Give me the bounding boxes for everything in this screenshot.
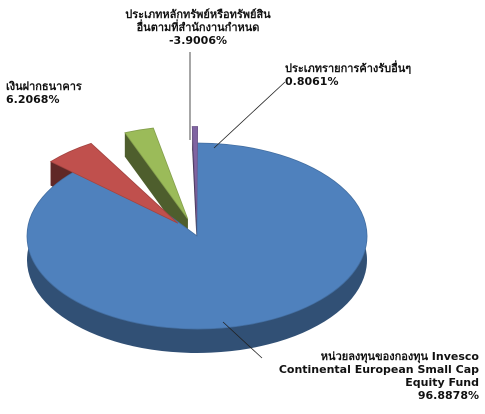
slice-label-value: 96.8878% (417, 389, 479, 402)
label-invesco-fund: หน่วยลงทุนของกองทุน Invesco Continental … (235, 350, 479, 402)
slice-label-name: ประเภทหลักทรัพย์หรือทรัพย์สิน (125, 8, 271, 21)
slice-label-name: ประเภทรายการค้างรับอื่นๆ (285, 62, 412, 75)
leader-lines (189, 52, 286, 359)
leader-line-invesco-fund (222, 321, 263, 359)
slice-label-name: อื่นตามที่สำนักงานกำหนด (136, 21, 260, 34)
slice-label-name: เงินฝากธนาคาร (6, 80, 82, 93)
slice-cut-face-2-0 (124, 132, 188, 244)
slice-label-name: Continental European Small Cap (278, 363, 479, 376)
pie-slices (26, 126, 368, 330)
slice-label-value: 0.8061% (285, 75, 339, 88)
slice-label-value: -3.9006% (168, 34, 228, 47)
slice-label-value: 6.2068% (6, 93, 60, 106)
label-other-assets: ประเภทหลักทรัพย์หรือทรัพย์สิน อื่นตามที่… (98, 8, 298, 47)
label-bank-deposit: เงินฝากธนาคาร 6.2068% (6, 80, 82, 106)
slice-label-name: หน่วยลงทุนของกองทุน Invesco (320, 350, 479, 363)
leader-line-other-receivables (213, 81, 286, 149)
slice-label-name: Equity Fund (405, 376, 479, 389)
label-other-receivables: ประเภทรายการค้างรับอื่นๆ 0.8061% (285, 62, 411, 88)
slice-2 (124, 127, 189, 220)
slice-3 (191, 126, 199, 220)
slice-1 (49, 142, 179, 224)
